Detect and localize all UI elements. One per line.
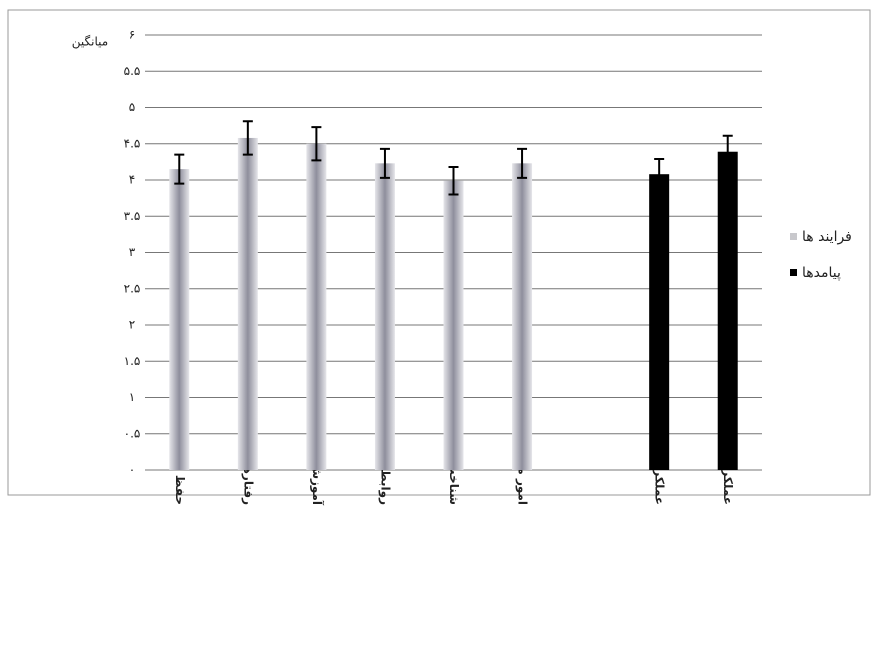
y-tick-label: ۵.۵: [124, 64, 141, 78]
y-tick-label: ۵: [129, 100, 135, 114]
bar: [444, 181, 464, 470]
bar: [238, 138, 258, 470]
page: {"chart_data": {"type": "bar", "y_label"…: [0, 0, 879, 653]
bar: [375, 163, 395, 470]
y-tick-label: ۴: [129, 173, 135, 187]
bar: [512, 163, 532, 470]
y-tick-label: ۱.۵: [124, 354, 141, 368]
legend-swatch: [790, 269, 797, 276]
y-tick-label: ۱: [129, 390, 135, 404]
legend-swatch: [790, 233, 797, 240]
y-tick-label: ۳: [129, 245, 136, 259]
y-tick-label: ۳.۵: [124, 209, 141, 223]
bar: [306, 144, 326, 470]
chart: میانگین ۰۰.۵۱۱.۵۲۲.۵۳۳.۵۴۴.۵۵۵.۵۶حفظ و ن…: [0, 0, 879, 653]
bar: [718, 152, 738, 470]
y-tick-label: ۴.۵: [124, 136, 141, 150]
y-tick-label: ۰.۵: [124, 426, 141, 440]
bar: [169, 169, 189, 470]
y-tick-label: ۲.۵: [124, 281, 141, 295]
y-axis-label: میانگین: [72, 35, 108, 50]
y-tick-label: ۶: [129, 28, 135, 42]
legend-label: پیامدها: [802, 265, 841, 281]
bar: [649, 174, 669, 470]
y-tick-label: ۲: [129, 318, 135, 332]
legend-label: فرایند ها: [802, 229, 852, 245]
y-tick-label: ۰: [129, 463, 135, 477]
